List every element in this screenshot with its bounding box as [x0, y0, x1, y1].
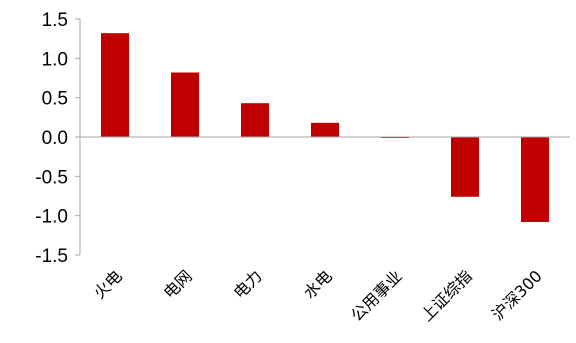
y-axis: 1.5 1.0 0.5 0.0 -0.5 -1.0 -1.5 — [35, 10, 81, 267]
y-tick-label: 1.5 — [42, 10, 68, 31]
x-category-label: 公用事业 — [347, 266, 406, 325]
y-tick-label: -1.0 — [35, 207, 68, 228]
x-category-label: 火电 — [90, 266, 126, 302]
y-tick-label: -0.5 — [35, 167, 68, 188]
x-category-label: 沪深300 — [488, 266, 546, 324]
bars — [101, 33, 549, 222]
y-tick-label: 1.0 — [42, 49, 68, 70]
x-category-label: 电力 — [230, 266, 266, 302]
bar-7 — [521, 137, 549, 222]
bar-1 — [101, 33, 129, 137]
bar-6 — [451, 137, 479, 197]
bar-3 — [241, 103, 269, 137]
x-category-label: 水电 — [300, 266, 336, 302]
bar-4 — [311, 122, 339, 137]
y-tick-label: 0.5 — [42, 89, 68, 110]
y-tick-label: 0.0 — [42, 128, 68, 149]
bar-2 — [171, 72, 199, 137]
y-tick-label: -1.5 — [35, 246, 68, 267]
x-axis: 火电 电网 电力 水电 公用事业 上证综指 沪深300 — [80, 136, 570, 325]
x-category-label: 上证综指 — [417, 266, 476, 325]
x-category-label: 电网 — [160, 266, 196, 302]
